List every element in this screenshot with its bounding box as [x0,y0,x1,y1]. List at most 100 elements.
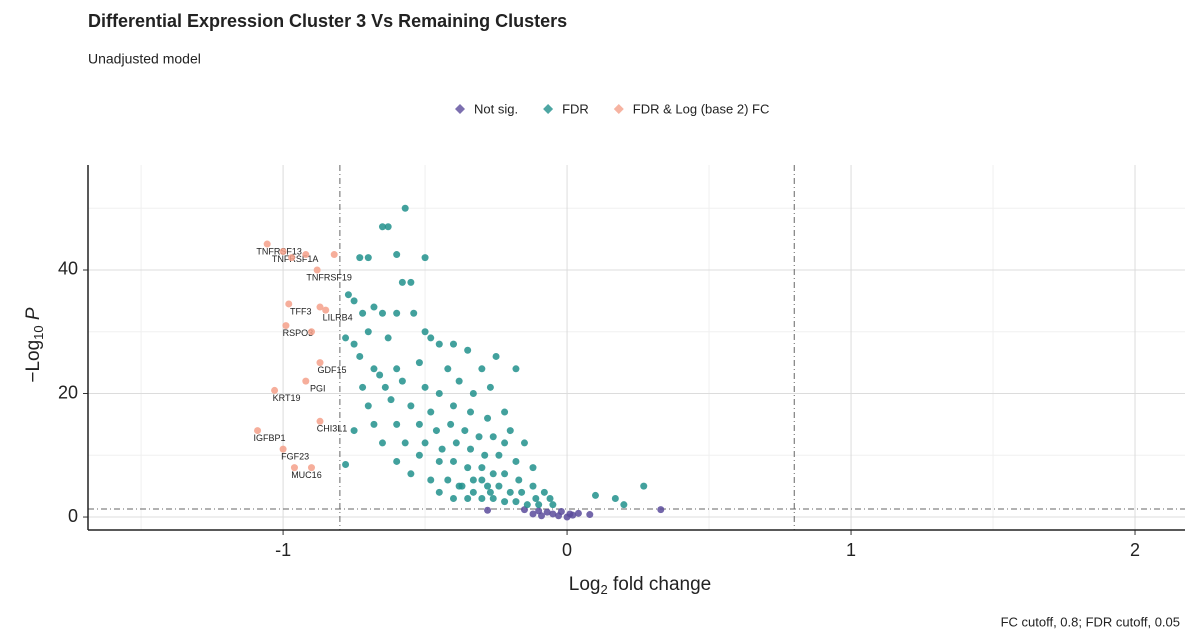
caption: FC cutoff, 0.8; FDR cutoff, 0.05 [1001,614,1180,629]
point [432,427,440,435]
point-label: RSPO3 [283,328,314,338]
y-label-part: −Log [23,340,44,383]
point-label: KRT19 [273,393,301,403]
point [467,408,475,416]
x-label-sub: 2 [600,582,607,597]
point [452,439,460,447]
point [279,445,287,453]
point [393,457,401,465]
point [464,495,472,503]
point [288,254,296,262]
point [543,508,551,516]
point [435,340,443,348]
point [461,427,469,435]
point [455,377,463,385]
point [484,414,492,422]
point [464,464,472,472]
point [535,501,543,509]
y-axis-label: −Log10 P [23,307,46,383]
point [449,457,457,465]
point [393,420,401,428]
point [359,383,367,391]
point [378,223,386,231]
point [444,476,452,484]
point [486,383,494,391]
point [512,498,520,506]
point [407,402,415,410]
point [486,488,494,496]
point [501,470,509,478]
point [370,420,378,428]
chart-title: Differential Expression Cluster 3 Vs Rem… [88,11,567,31]
point [489,470,497,478]
point [512,365,520,373]
legend-label: FDR [562,101,589,116]
point [401,439,409,447]
point [427,408,435,416]
point [620,501,628,509]
point [523,501,531,509]
point [378,309,386,317]
x-tick-label: 2 [1130,540,1140,560]
legend-marker [455,104,465,114]
point [271,386,279,394]
x-label-part: fold change [608,574,712,595]
point [307,328,315,336]
point [370,365,378,373]
y-tick-label: 40 [58,259,78,279]
point [501,498,509,506]
point-label: IGFBP1 [254,433,286,443]
legend-marker [613,104,624,114]
point [492,352,500,360]
point [478,464,486,472]
x-label-part: Log [569,574,601,595]
point-label: CHI3L1 [317,424,348,434]
point [478,365,486,373]
point [307,464,315,472]
point [444,365,452,373]
y-tick-label: 20 [58,382,78,402]
point [640,482,648,490]
point [350,297,358,305]
point [427,476,435,484]
point [469,476,477,484]
point [566,510,574,518]
point-label: TNFRSF13 [256,246,302,256]
point [449,402,457,410]
point [549,501,557,509]
point [495,451,503,459]
point [549,510,557,518]
point [415,420,423,428]
point [316,359,324,367]
point [364,328,372,336]
point [364,254,372,262]
point [518,488,526,496]
point [427,334,435,342]
point [449,495,457,503]
point [356,352,364,360]
point [538,512,546,520]
point [438,445,446,453]
point [501,408,509,416]
point [657,506,665,514]
point [415,451,423,459]
point [393,309,401,317]
point-label: TNFRSF1A [272,254,319,264]
point [447,420,455,428]
point [290,464,298,472]
point [469,390,477,398]
point-label: LILRB4 [323,313,353,323]
legend-label: Not sig. [474,101,518,116]
x-tick-label: 0 [562,540,572,560]
point [376,371,384,379]
point [356,254,364,262]
point [393,251,401,259]
point [387,396,395,404]
point [342,334,350,342]
point [435,390,443,398]
point [410,309,418,317]
point [322,306,330,314]
point [489,433,497,441]
point [359,309,367,317]
